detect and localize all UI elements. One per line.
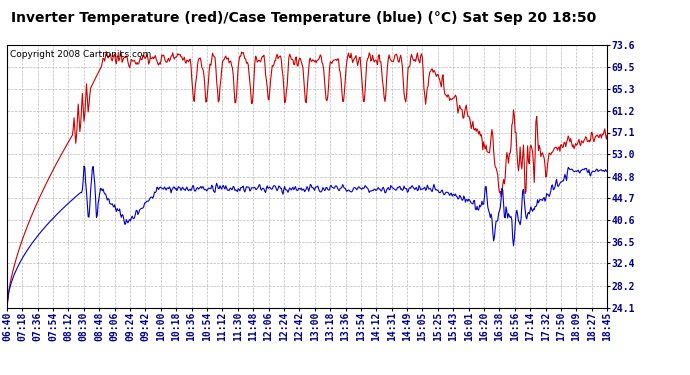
Text: Inverter Temperature (red)/Case Temperature (blue) (°C) Sat Sep 20 18:50: Inverter Temperature (red)/Case Temperat…	[11, 11, 596, 25]
Text: Copyright 2008 Cartronics.com: Copyright 2008 Cartronics.com	[10, 50, 151, 59]
